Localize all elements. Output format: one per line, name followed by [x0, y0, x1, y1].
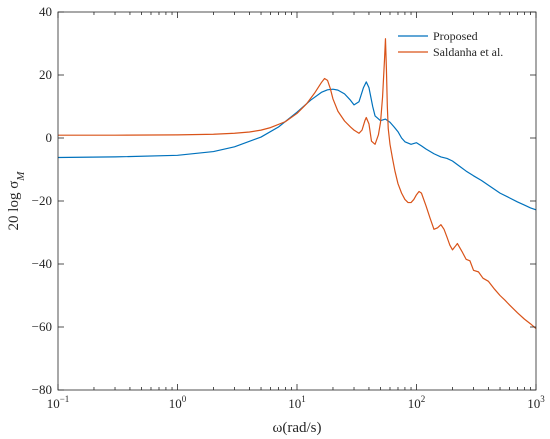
y-tick-label: −40	[32, 256, 52, 271]
y-tick-label: −20	[32, 193, 52, 208]
y-axis-label: 20 log σM	[6, 171, 27, 231]
legend-box	[388, 29, 530, 63]
y-tick-label: −60	[32, 319, 52, 334]
x-tick-label: 10−1	[47, 394, 70, 411]
series-line-saldanha	[58, 38, 537, 330]
legend-label-saldanha: Saldanha et al.	[433, 45, 503, 59]
y-tick-label: 20	[39, 67, 52, 82]
x-tick-label: 102	[408, 394, 426, 411]
x-axis-ticks: 10−1 100 101 102 103	[47, 12, 545, 411]
series-layer	[57, 38, 537, 330]
y-tick-label: −80	[32, 382, 52, 397]
x-tick-label: 101	[288, 394, 306, 411]
legend: Proposed Saldanha et al.	[388, 29, 530, 63]
y-axis-ticks: 40 20 0 −20 −40 −60 −80	[32, 4, 536, 397]
x-axis-label: ω(rad/s)	[272, 420, 321, 436]
legend-label-proposed: Proposed	[433, 29, 478, 43]
series-line-proposed	[57, 81, 537, 211]
x-tick-label: 103	[527, 394, 545, 411]
y-tick-label: 0	[46, 130, 53, 145]
axes-box	[57, 11, 537, 391]
x-tick-label: 100	[169, 394, 187, 411]
y-tick-label: 40	[39, 4, 52, 19]
